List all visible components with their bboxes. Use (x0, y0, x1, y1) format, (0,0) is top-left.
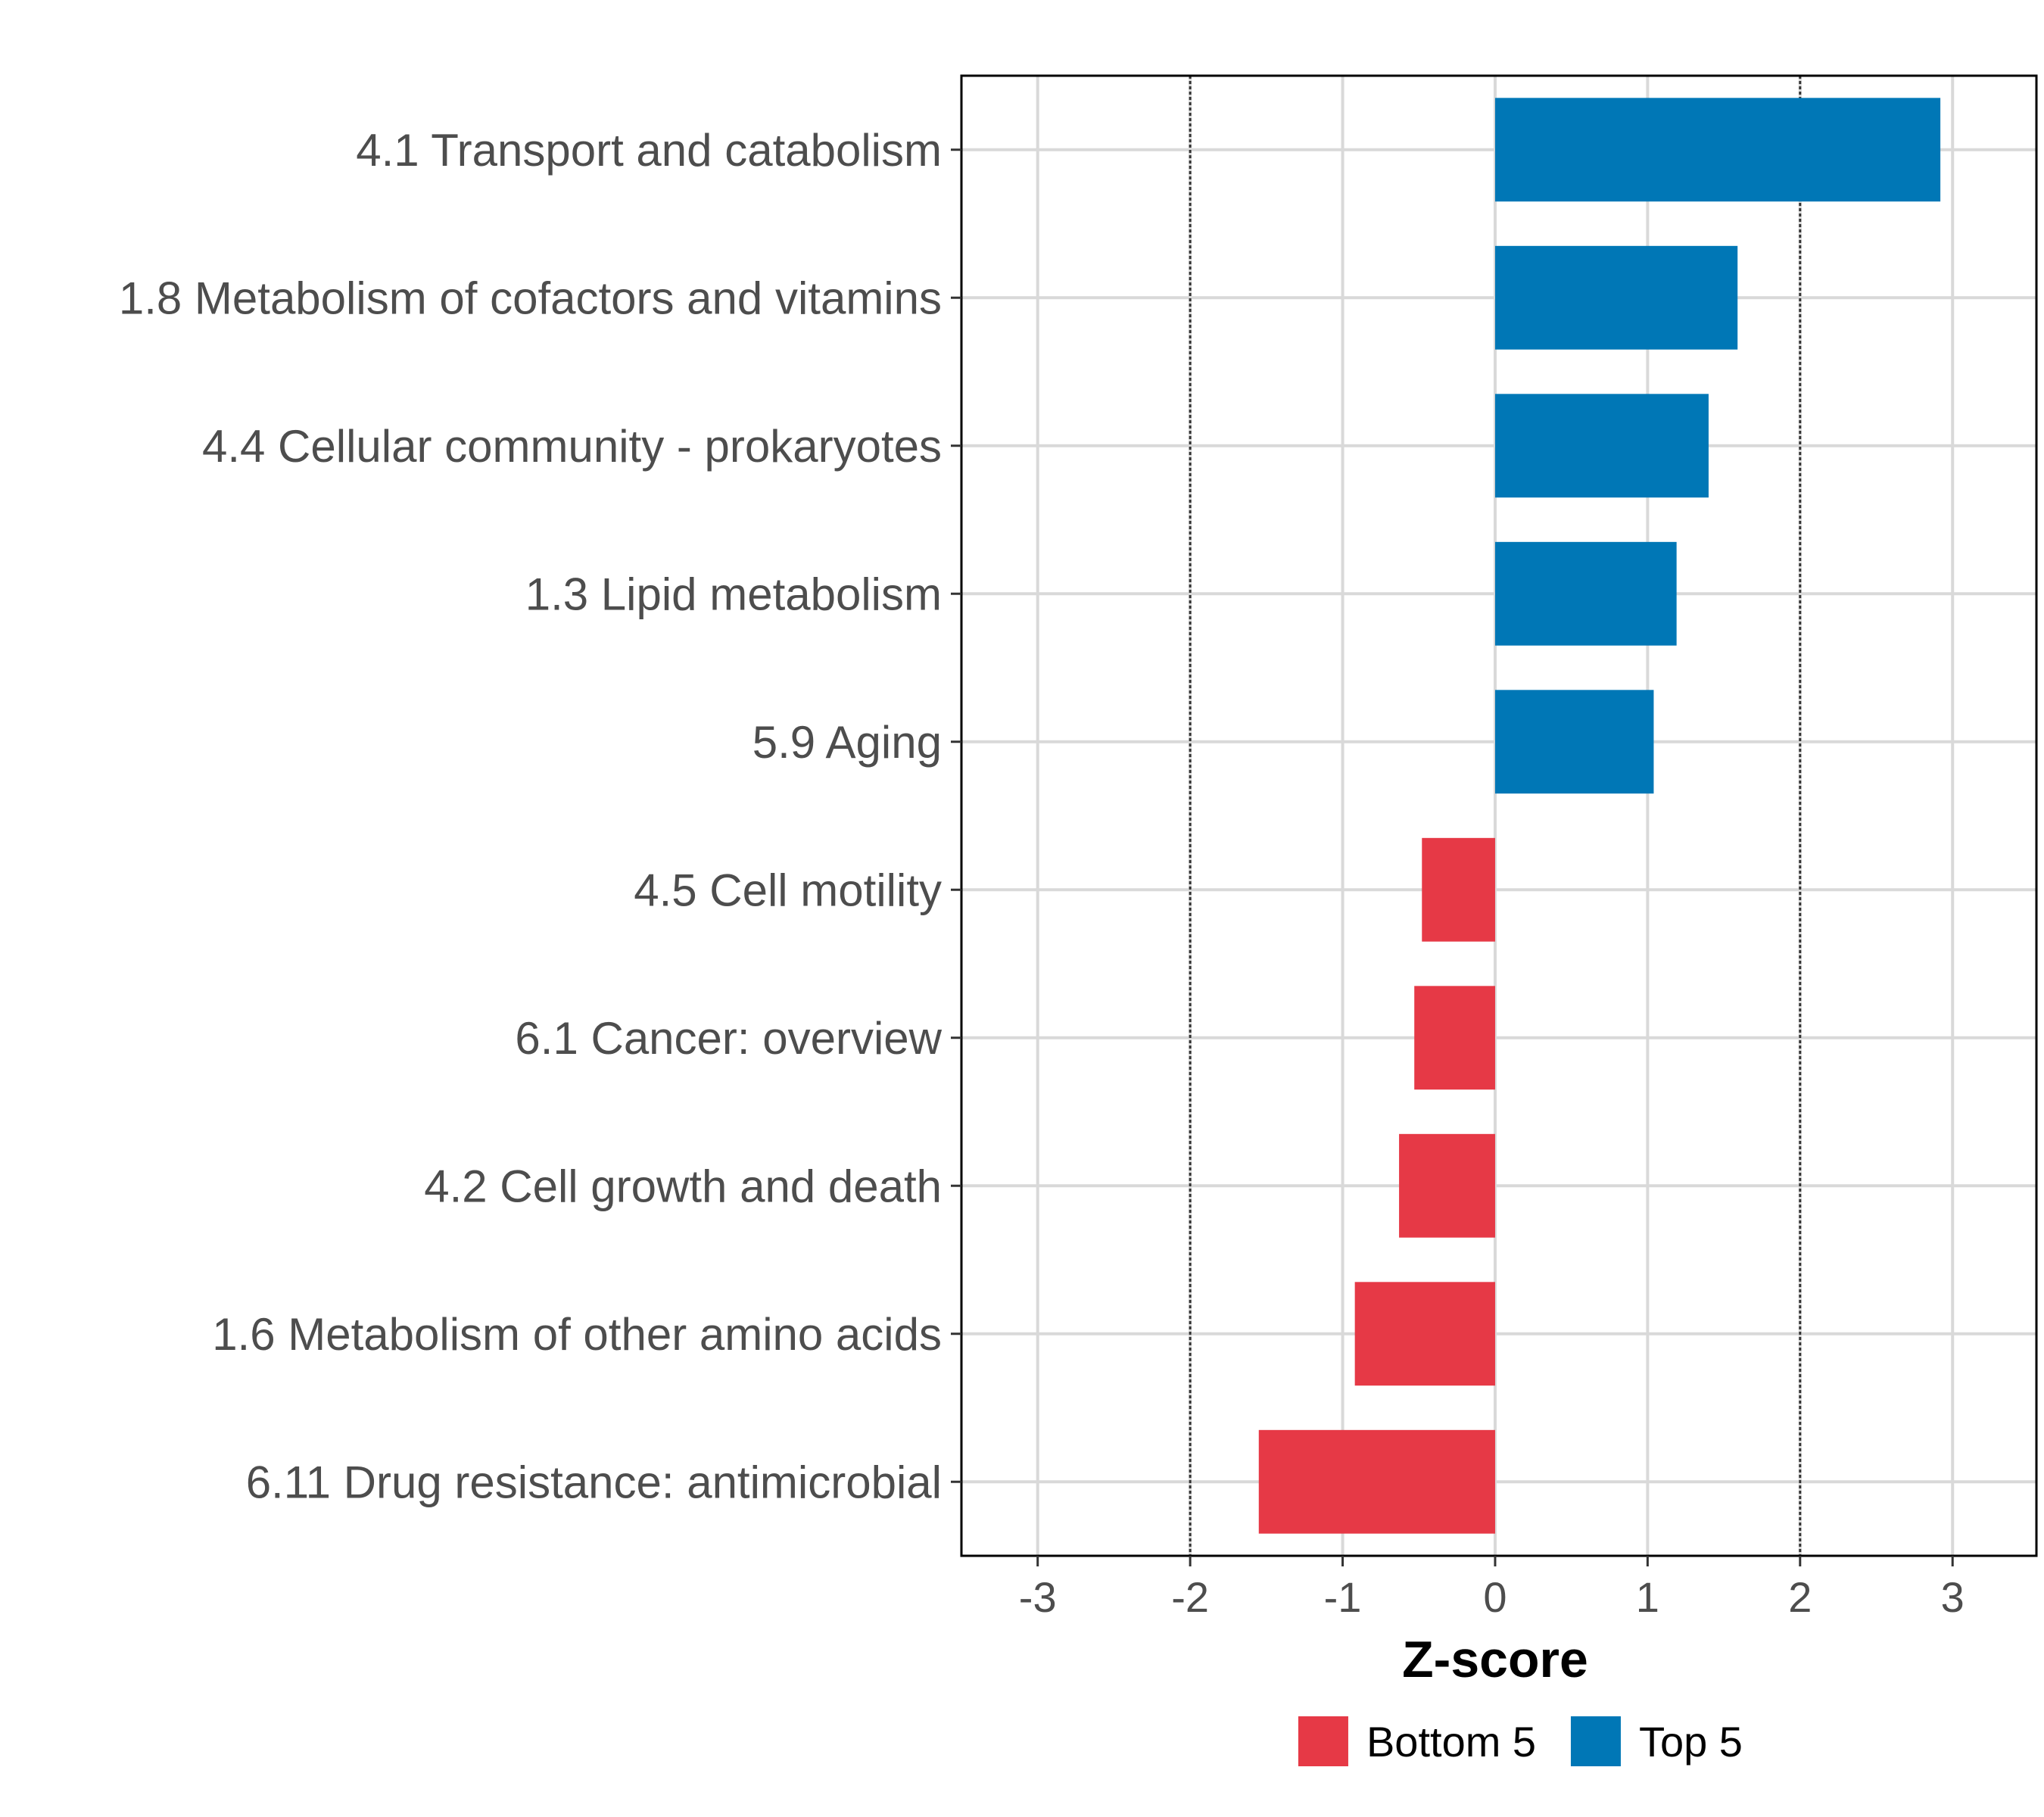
x-tick-label: 3 (1941, 1573, 1965, 1621)
bar (1494, 394, 1709, 498)
bars (1258, 98, 1941, 1534)
x-axis: -3 -2 -1 0 1 2 3 (1019, 1556, 1965, 1621)
bar (1399, 1133, 1495, 1238)
bar (1414, 986, 1495, 1090)
legend-label: Top 5 (1639, 1718, 1743, 1766)
bar (1494, 690, 1654, 794)
y-tick-label: 6.1 Cancer: overview (515, 1013, 942, 1064)
reference-lines (1189, 76, 1802, 1556)
plot-frame (960, 74, 2038, 1557)
bar (1494, 541, 1677, 646)
bar (1494, 245, 1738, 350)
y-tick-label: 4.5 Cell motility (634, 865, 942, 915)
x-tick-label: 0 (1483, 1573, 1507, 1621)
legend-label: Bottom 5 (1366, 1718, 1536, 1766)
bar (1494, 98, 1941, 202)
x-axis-title: Z-score (1402, 1631, 1588, 1688)
y-tick-label: 6.11 Drug resistance: antimicrobial (246, 1457, 942, 1507)
y-tick-label: 5.9 Aging (752, 717, 942, 768)
y-tick-label: 4.2 Cell growth and death (424, 1161, 942, 1211)
x-tick-label: 1 (1636, 1573, 1659, 1621)
bar (1258, 1429, 1495, 1534)
legend-swatch (1298, 1716, 1348, 1766)
y-tick-label: 1.3 Lipid metabolism (525, 569, 942, 619)
x-tick-label: -1 (1324, 1573, 1362, 1621)
y-tick-label: 1.6 Metabolism of other amino acids (212, 1309, 942, 1360)
x-tick-label: -3 (1019, 1573, 1057, 1621)
y-tick-label: 1.8 Metabolism of cofactors and vitamins (119, 273, 942, 323)
x-tick-label: -2 (1171, 1573, 1209, 1621)
y-tick-label: 4.1 Transport and catabolism (356, 125, 942, 176)
legend-swatch (1570, 1716, 1621, 1766)
y-axis: 4.1 Transport and catabolism 1.8 Metaboli… (119, 125, 961, 1507)
bar (1422, 837, 1495, 942)
y-tick-label: 4.4 Cellular community - prokaryotes (202, 421, 942, 472)
bar (1354, 1282, 1495, 1386)
legend: Bottom 5 Top 5 (1298, 1716, 1743, 1766)
x-tick-label: 2 (1788, 1573, 1812, 1621)
